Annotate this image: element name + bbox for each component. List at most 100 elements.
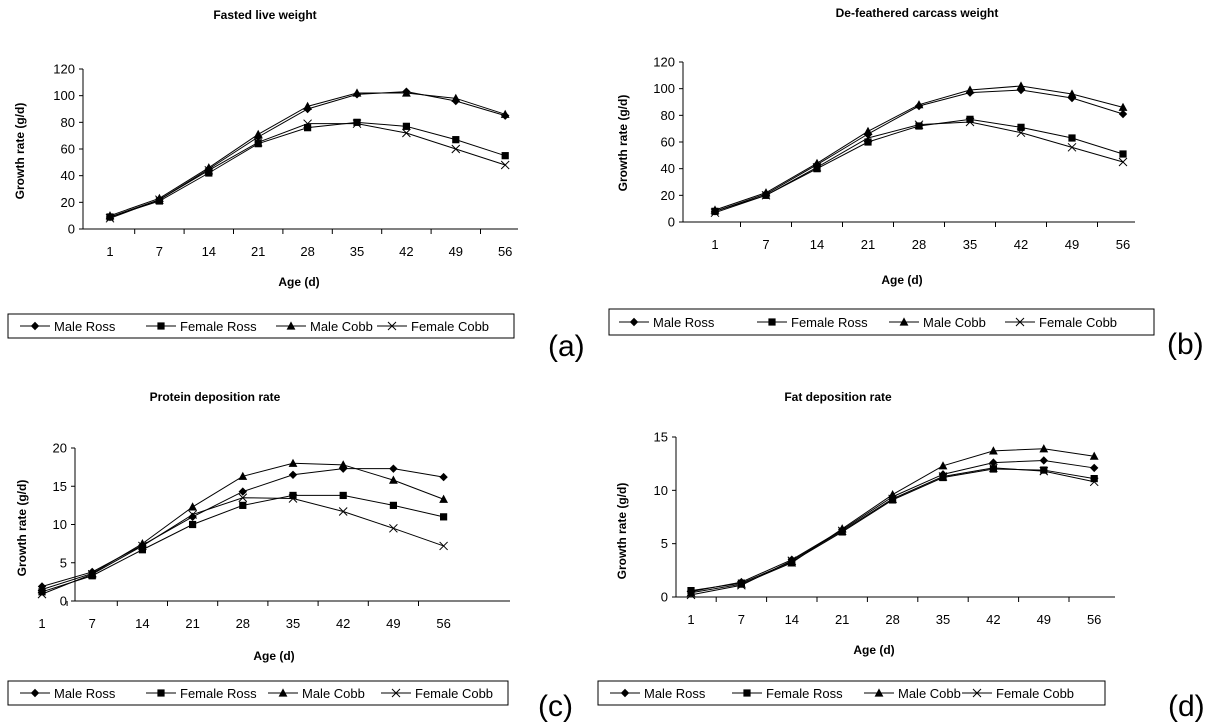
y-axis-label: Growth rate (g/d) <box>615 483 629 580</box>
y-axis-label: Growth rate (g/d) <box>13 103 27 200</box>
series-line-female-cobb <box>42 498 444 594</box>
data-point-female-cobb <box>440 542 448 550</box>
legend: Male Ross Female Ross Male Cobb Female Cobb <box>609 309 1154 335</box>
legend-label-female-ross: Female Ross <box>180 319 257 334</box>
y-tick-label: 20 <box>53 441 67 456</box>
data-point-male-cobb <box>1039 444 1048 452</box>
x-tick-label: 1 <box>687 612 694 627</box>
y-tick-label: 5 <box>661 536 668 551</box>
data-point-male-cobb <box>188 502 197 510</box>
legend: Male Ross Female Ross Male Cobb Female Cobb <box>8 314 514 338</box>
panel-label: (b) <box>1167 330 1204 360</box>
data-point-female-cobb <box>389 524 397 532</box>
y-tick-label: 60 <box>661 135 675 150</box>
plot-area: 0 20 40 60 80 100 120 1 7 14 21 28 35 42 49 56 <box>653 55 1135 253</box>
data-point-female-ross <box>915 122 922 129</box>
chart-svg-d: Fat deposition rate Growth rate (g/d) Ag… <box>590 370 1211 722</box>
x-tick-label: 56 <box>436 616 450 631</box>
legend-marker-female-ross <box>743 689 750 696</box>
chart-panel-b: De-feathered carcass weight Growth rate … <box>605 0 1211 370</box>
legend-label-male-cobb: Male Cobb <box>302 686 365 701</box>
data-point-female-cobb <box>339 507 347 515</box>
y-tick-label: 40 <box>661 161 675 176</box>
legend-label-female-ross: Female Ross <box>791 315 868 330</box>
data-point-male-cobb <box>1017 81 1026 89</box>
x-tick-label: 1 <box>106 244 113 259</box>
data-point-male-cobb <box>254 130 263 138</box>
x-axis-label: Age (d) <box>881 273 922 287</box>
plot-area: 0510151 7 14 21 28 35 42 49 56 <box>654 430 1115 628</box>
chart-panel-c: Protein deposition rate Growth rate (g/d… <box>0 370 590 722</box>
y-axis-label: Growth rate (g/d) <box>616 95 630 192</box>
y-tick-label: 10 <box>53 517 67 532</box>
y-tick-label: 60 <box>61 142 75 157</box>
x-tick-label: 49 <box>386 616 400 631</box>
legend-marker-female-ross <box>768 318 775 325</box>
x-tick-label: 7 <box>762 237 769 252</box>
legend-label-male-ross: Male Ross <box>54 319 116 334</box>
data-point-female-ross <box>440 513 447 520</box>
data-point-male-ross <box>1090 464 1098 472</box>
x-tick-label: 56 <box>1087 612 1101 627</box>
x-axis-label: Age (d) <box>278 275 319 289</box>
legend-label-female-ross: Female Ross <box>766 686 843 701</box>
legend-label-male-cobb: Male Cobb <box>923 315 986 330</box>
legend-label-male-cobb: Male Cobb <box>310 319 373 334</box>
x-tick-label: 49 <box>1065 237 1079 252</box>
y-axis-label: Growth rate (g/d) <box>15 480 29 577</box>
x-tick-label: 35 <box>350 244 364 259</box>
x-tick-label: 14 <box>785 612 799 627</box>
y-tick-label: 15 <box>654 430 668 445</box>
legend-marker-female-ross <box>157 322 164 329</box>
plot-area: 0 20 40 60 80 100 120 1 7 14 21 28 35 42 49 56 <box>53 62 518 260</box>
panel-label: (d) <box>1168 692 1205 722</box>
x-tick-label: 42 <box>336 616 350 631</box>
data-point-female-ross <box>452 136 459 143</box>
data-point-female-cobb <box>501 161 509 169</box>
series-line-female-ross <box>42 495 444 591</box>
data-point-female-ross <box>990 465 997 472</box>
data-point-female-cobb <box>1119 158 1127 166</box>
legend-label-female-cobb: Female Cobb <box>1039 315 1117 330</box>
x-tick-label: 42 <box>399 244 413 259</box>
y-tick-label: 15 <box>53 479 67 494</box>
series-line-male-ross <box>691 460 1094 591</box>
data-point-female-ross <box>502 152 509 159</box>
data-point-male-ross <box>289 471 297 479</box>
legend-label-male-ross: Male Ross <box>54 686 116 701</box>
data-point-male-ross <box>1119 110 1127 118</box>
y-tick-label: 10 <box>654 483 668 498</box>
y-tick-label: 100 <box>53 88 75 103</box>
x-tick-label: 21 <box>835 612 849 627</box>
data-point-male-cobb <box>439 495 448 503</box>
y-tick-label: 120 <box>53 62 75 77</box>
y-tick-label: 0 <box>661 590 668 605</box>
data-point-female-cobb <box>402 129 410 137</box>
x-tick-label: 42 <box>1014 237 1028 252</box>
x-tick-label: 28 <box>236 616 250 631</box>
data-point-male-ross <box>1040 456 1048 464</box>
x-tick-label: 49 <box>1037 612 1051 627</box>
x-tick-label: 28 <box>885 612 899 627</box>
x-axis-label: Age (d) <box>853 643 894 657</box>
legend-label-male-ross: Male Ross <box>653 315 715 330</box>
data-point-male-cobb <box>864 127 873 135</box>
y-tick-label: 80 <box>661 108 675 123</box>
x-tick-label: 35 <box>286 616 300 631</box>
y-tick-label: 40 <box>61 168 75 183</box>
x-tick-label: 7 <box>89 616 96 631</box>
y-tick-label: 5 <box>60 555 67 570</box>
legend-label-female-cobb: Female Cobb <box>996 686 1074 701</box>
chart-title: Fat deposition rate <box>784 390 892 404</box>
x-tick-label: 56 <box>1116 237 1130 252</box>
data-point-female-ross <box>390 502 397 509</box>
legend-label-male-ross: Male Ross <box>644 686 706 701</box>
legend-label-female-ross: Female Ross <box>180 686 257 701</box>
chart-panel-a: Fasted live weight Growth rate (g/d) Age… <box>0 0 590 370</box>
y-tick-label: 0 <box>60 594 67 609</box>
data-point-female-ross <box>1119 150 1126 157</box>
series-line-female-ross <box>691 469 1094 591</box>
data-point-female-ross <box>403 123 410 130</box>
data-point-male-ross <box>439 473 447 481</box>
x-tick-label: 35 <box>936 612 950 627</box>
